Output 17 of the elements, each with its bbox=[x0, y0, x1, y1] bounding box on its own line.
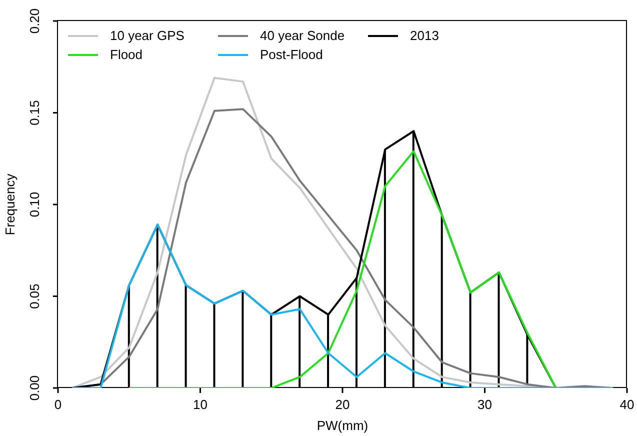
x-axis-title: PW(mm) bbox=[316, 418, 368, 433]
x-tick-label: 30 bbox=[478, 397, 492, 412]
y-tick-label: 0.15 bbox=[27, 100, 42, 126]
legend-label: Post-Flood bbox=[260, 47, 323, 62]
y-tick-label: 0.20 bbox=[27, 8, 42, 34]
x-tick-label: 20 bbox=[335, 397, 350, 412]
legend-label: Flood bbox=[110, 47, 143, 62]
x-tick-label: 40 bbox=[620, 397, 634, 412]
y-tick-label: 0.00 bbox=[27, 375, 42, 401]
x-tick-label: 0 bbox=[54, 397, 62, 412]
legend-label: 2013 bbox=[410, 28, 439, 43]
x-tick-label: 10 bbox=[193, 397, 208, 412]
y-tick-label: 0.05 bbox=[27, 284, 42, 309]
y-tick-label: 0.10 bbox=[27, 192, 42, 218]
legend-label: 40 year Sonde bbox=[260, 28, 345, 43]
y-axis-title: Frequency bbox=[2, 173, 18, 236]
legend-label: 10 year GPS bbox=[110, 28, 184, 43]
